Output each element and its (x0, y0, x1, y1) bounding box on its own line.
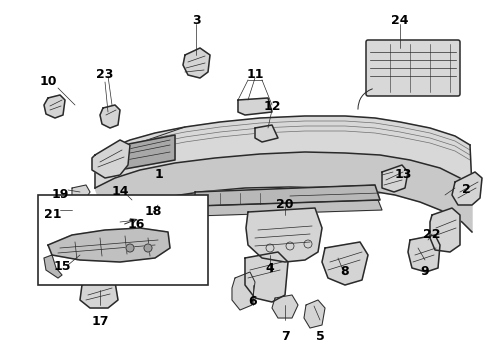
Circle shape (144, 244, 152, 252)
Polygon shape (382, 165, 408, 192)
Polygon shape (95, 152, 472, 232)
Polygon shape (92, 140, 130, 178)
Polygon shape (408, 235, 440, 272)
Polygon shape (195, 185, 380, 206)
Polygon shape (145, 198, 172, 232)
Circle shape (126, 244, 134, 252)
Text: 15: 15 (53, 260, 71, 273)
Text: 14: 14 (111, 185, 129, 198)
Text: 19: 19 (52, 188, 70, 201)
Text: 1: 1 (155, 168, 164, 181)
Polygon shape (44, 255, 62, 278)
Polygon shape (238, 98, 272, 115)
Text: 3: 3 (192, 14, 200, 27)
Polygon shape (72, 185, 90, 198)
Polygon shape (195, 200, 382, 216)
Polygon shape (246, 208, 322, 262)
Bar (38, 195, 208, 285)
Text: 7: 7 (281, 330, 290, 343)
Polygon shape (452, 172, 482, 205)
Text: 2: 2 (462, 183, 471, 196)
Text: 16: 16 (128, 218, 146, 231)
Ellipse shape (56, 204, 74, 216)
Polygon shape (232, 272, 255, 310)
Polygon shape (108, 135, 175, 172)
Text: 17: 17 (91, 315, 109, 328)
Polygon shape (100, 105, 120, 128)
Text: 12: 12 (263, 100, 281, 113)
Polygon shape (44, 95, 65, 118)
Polygon shape (95, 116, 472, 188)
Polygon shape (245, 252, 288, 302)
Text: 22: 22 (423, 228, 441, 241)
Text: 6: 6 (249, 295, 257, 308)
Text: 4: 4 (266, 262, 274, 275)
Polygon shape (183, 48, 210, 78)
Text: 10: 10 (39, 75, 57, 88)
Text: 20: 20 (276, 198, 294, 211)
Polygon shape (322, 242, 368, 285)
Polygon shape (48, 228, 170, 262)
Text: 24: 24 (391, 14, 409, 27)
Text: 23: 23 (97, 68, 114, 81)
Polygon shape (430, 208, 460, 252)
Text: 13: 13 (395, 168, 413, 181)
Polygon shape (272, 295, 298, 318)
Text: 8: 8 (341, 265, 349, 278)
Text: 5: 5 (316, 330, 324, 343)
Text: 21: 21 (44, 208, 62, 221)
Text: 18: 18 (145, 205, 162, 218)
Text: 11: 11 (246, 68, 264, 81)
FancyBboxPatch shape (366, 40, 460, 96)
Polygon shape (80, 278, 118, 308)
Polygon shape (255, 125, 278, 142)
Text: 9: 9 (421, 265, 429, 278)
Polygon shape (304, 300, 325, 328)
